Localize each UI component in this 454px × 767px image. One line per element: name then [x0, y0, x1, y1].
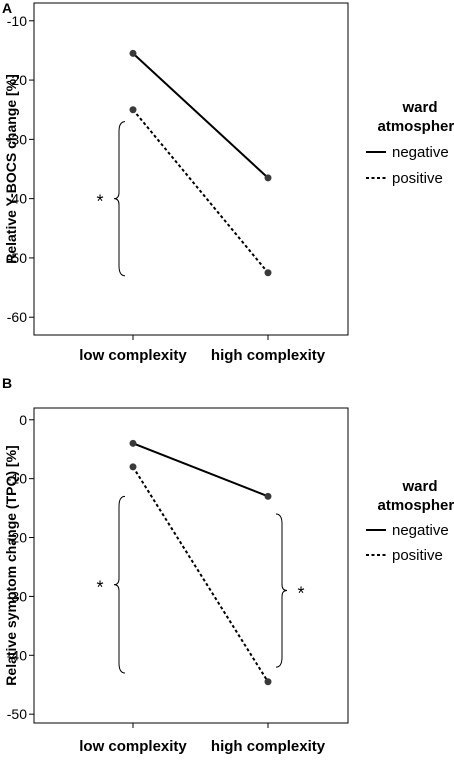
- panel-a-y-tick-label: -40: [7, 191, 27, 207]
- panel-a-y-tick-label: -20: [7, 72, 27, 88]
- panel-b-y-tick-label: -40: [7, 647, 27, 663]
- panel-a-series-line-positive: [132, 109, 269, 274]
- panel-a-x-tick-label: high complexity: [211, 347, 326, 364]
- panel-b-legend-label: positive: [392, 547, 443, 564]
- panel-b-y-tick-label: -20: [7, 530, 27, 546]
- panel-b-x-tick-label: low complexity: [79, 738, 187, 755]
- panel-b-significance-star: *: [96, 578, 103, 598]
- panel-a-plot-frame: [33, 2, 349, 336]
- panel-b-y-tick-label: 0: [19, 412, 27, 428]
- panel-a-y-tick-label: -10: [7, 13, 27, 29]
- panel-b-legend-title: ward: [401, 478, 437, 495]
- panel-b-point-positive: [264, 678, 272, 686]
- panel-a-legend-title: ward: [401, 99, 437, 116]
- panel-b-significance-brace: [113, 495, 126, 674]
- panel-b-significance-brace: [275, 513, 288, 668]
- panel-a-point-negative: [264, 174, 272, 182]
- panel-a-point-positive: [264, 269, 272, 277]
- panel-b-series-line-positive: [132, 466, 269, 683]
- panel-b-significance-star: *: [297, 584, 304, 604]
- panel-a-legend-label: positive: [392, 170, 443, 187]
- panel-a-legend-title: atmosphere: [377, 118, 454, 135]
- panel-a-point-positive: [129, 106, 137, 114]
- panel-b-point-negative: [264, 492, 272, 500]
- panel-a-significance-brace: [113, 121, 126, 277]
- panel-a-letter: A: [2, 0, 12, 16]
- panel-b-y-tick-label: -30: [7, 588, 27, 604]
- panel-b-legend-label: negative: [392, 522, 449, 539]
- panel-b-y-tick-label: -10: [7, 471, 27, 487]
- panel-b-y-tick-label: -50: [7, 706, 27, 722]
- panel-b-letter: B: [2, 375, 12, 391]
- panel-b-series-line-negative: [132, 442, 269, 498]
- panel-b-plot-frame: [33, 407, 349, 724]
- panel-a-x-tick-label: low complexity: [79, 347, 187, 364]
- panel-b-point-positive: [129, 463, 137, 471]
- panel-a-series-line-negative: [132, 52, 269, 179]
- panel-a-legend-label: negative: [392, 144, 449, 161]
- panel-a-y-axis-label: Relative Y-BOCS change [%]: [3, 74, 19, 264]
- panel-b-x-tick-label: high complexity: [211, 738, 326, 755]
- panel-b-y-axis-label: Relative symptom change (TPQ) [%]: [3, 445, 19, 685]
- panel-a-point-negative: [129, 49, 137, 57]
- panel-a-y-tick-label: -50: [7, 250, 27, 266]
- panel-a-y-tick-label: -30: [7, 131, 27, 147]
- panel-a-significance-star: *: [96, 192, 103, 212]
- panel-b-point-negative: [129, 439, 137, 447]
- panel-b-legend-title: atmosphere: [377, 497, 454, 514]
- panel-a-y-tick-label: -60: [7, 309, 27, 325]
